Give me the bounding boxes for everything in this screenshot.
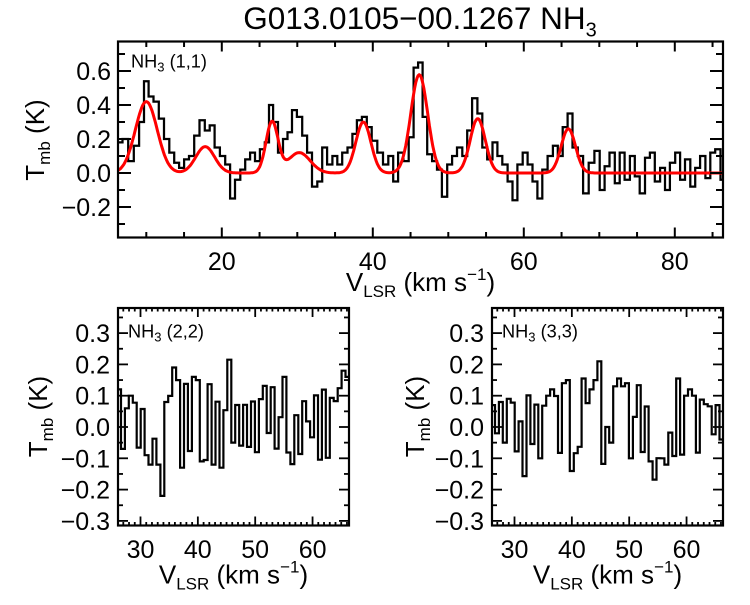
- svg-text:60: 60: [510, 248, 538, 276]
- svg-text:NH3 (1,1): NH3 (1,1): [131, 52, 207, 75]
- svg-text:NH3 (3,3): NH3 (3,3): [502, 322, 578, 345]
- svg-text:−0.2: −0.2: [62, 194, 111, 222]
- svg-text:0.1: 0.1: [449, 383, 484, 411]
- svg-text:60: 60: [299, 536, 327, 564]
- svg-text:−0.1: −0.1: [435, 445, 484, 473]
- svg-text:0.0: 0.0: [449, 414, 484, 442]
- svg-text:20: 20: [208, 248, 236, 276]
- svg-text:50: 50: [615, 536, 643, 564]
- svg-text:40: 40: [184, 536, 212, 564]
- svg-text:−0.2: −0.2: [435, 477, 484, 505]
- svg-text:30: 30: [127, 536, 155, 564]
- svg-text:−0.3: −0.3: [61, 508, 110, 536]
- svg-text:0.2: 0.2: [449, 351, 484, 379]
- svg-text:VLSR (km s−1): VLSR (km s−1): [533, 558, 682, 594]
- svg-text:NH3 (2,2): NH3 (2,2): [128, 322, 204, 345]
- svg-text:0.2: 0.2: [75, 351, 110, 379]
- svg-text:40: 40: [359, 248, 387, 276]
- svg-text:0.3: 0.3: [449, 320, 484, 348]
- svg-text:Tmb (K): Tmb (K): [20, 99, 54, 180]
- svg-text:60: 60: [673, 536, 701, 564]
- svg-text:−0.2: −0.2: [61, 477, 110, 505]
- svg-text:40: 40: [558, 536, 586, 564]
- svg-text:0.6: 0.6: [76, 58, 111, 86]
- svg-text:Tmb (K): Tmb (K): [23, 376, 57, 457]
- svg-text:80: 80: [661, 248, 689, 276]
- svg-text:0.0: 0.0: [75, 414, 110, 442]
- svg-text:G013.0105−00.1267 NH3: G013.0105−00.1267 NH3: [243, 0, 597, 41]
- svg-text:−0.3: −0.3: [435, 508, 484, 536]
- svg-text:0.0: 0.0: [76, 160, 111, 188]
- svg-text:0.2: 0.2: [76, 126, 111, 154]
- svg-text:0.3: 0.3: [75, 320, 110, 348]
- svg-text:0.1: 0.1: [75, 383, 110, 411]
- svg-text:Tmb (K): Tmb (K): [400, 376, 434, 457]
- svg-text:30: 30: [501, 536, 529, 564]
- svg-text:50: 50: [241, 536, 269, 564]
- svg-text:0.4: 0.4: [76, 92, 111, 120]
- svg-text:−0.1: −0.1: [61, 445, 110, 473]
